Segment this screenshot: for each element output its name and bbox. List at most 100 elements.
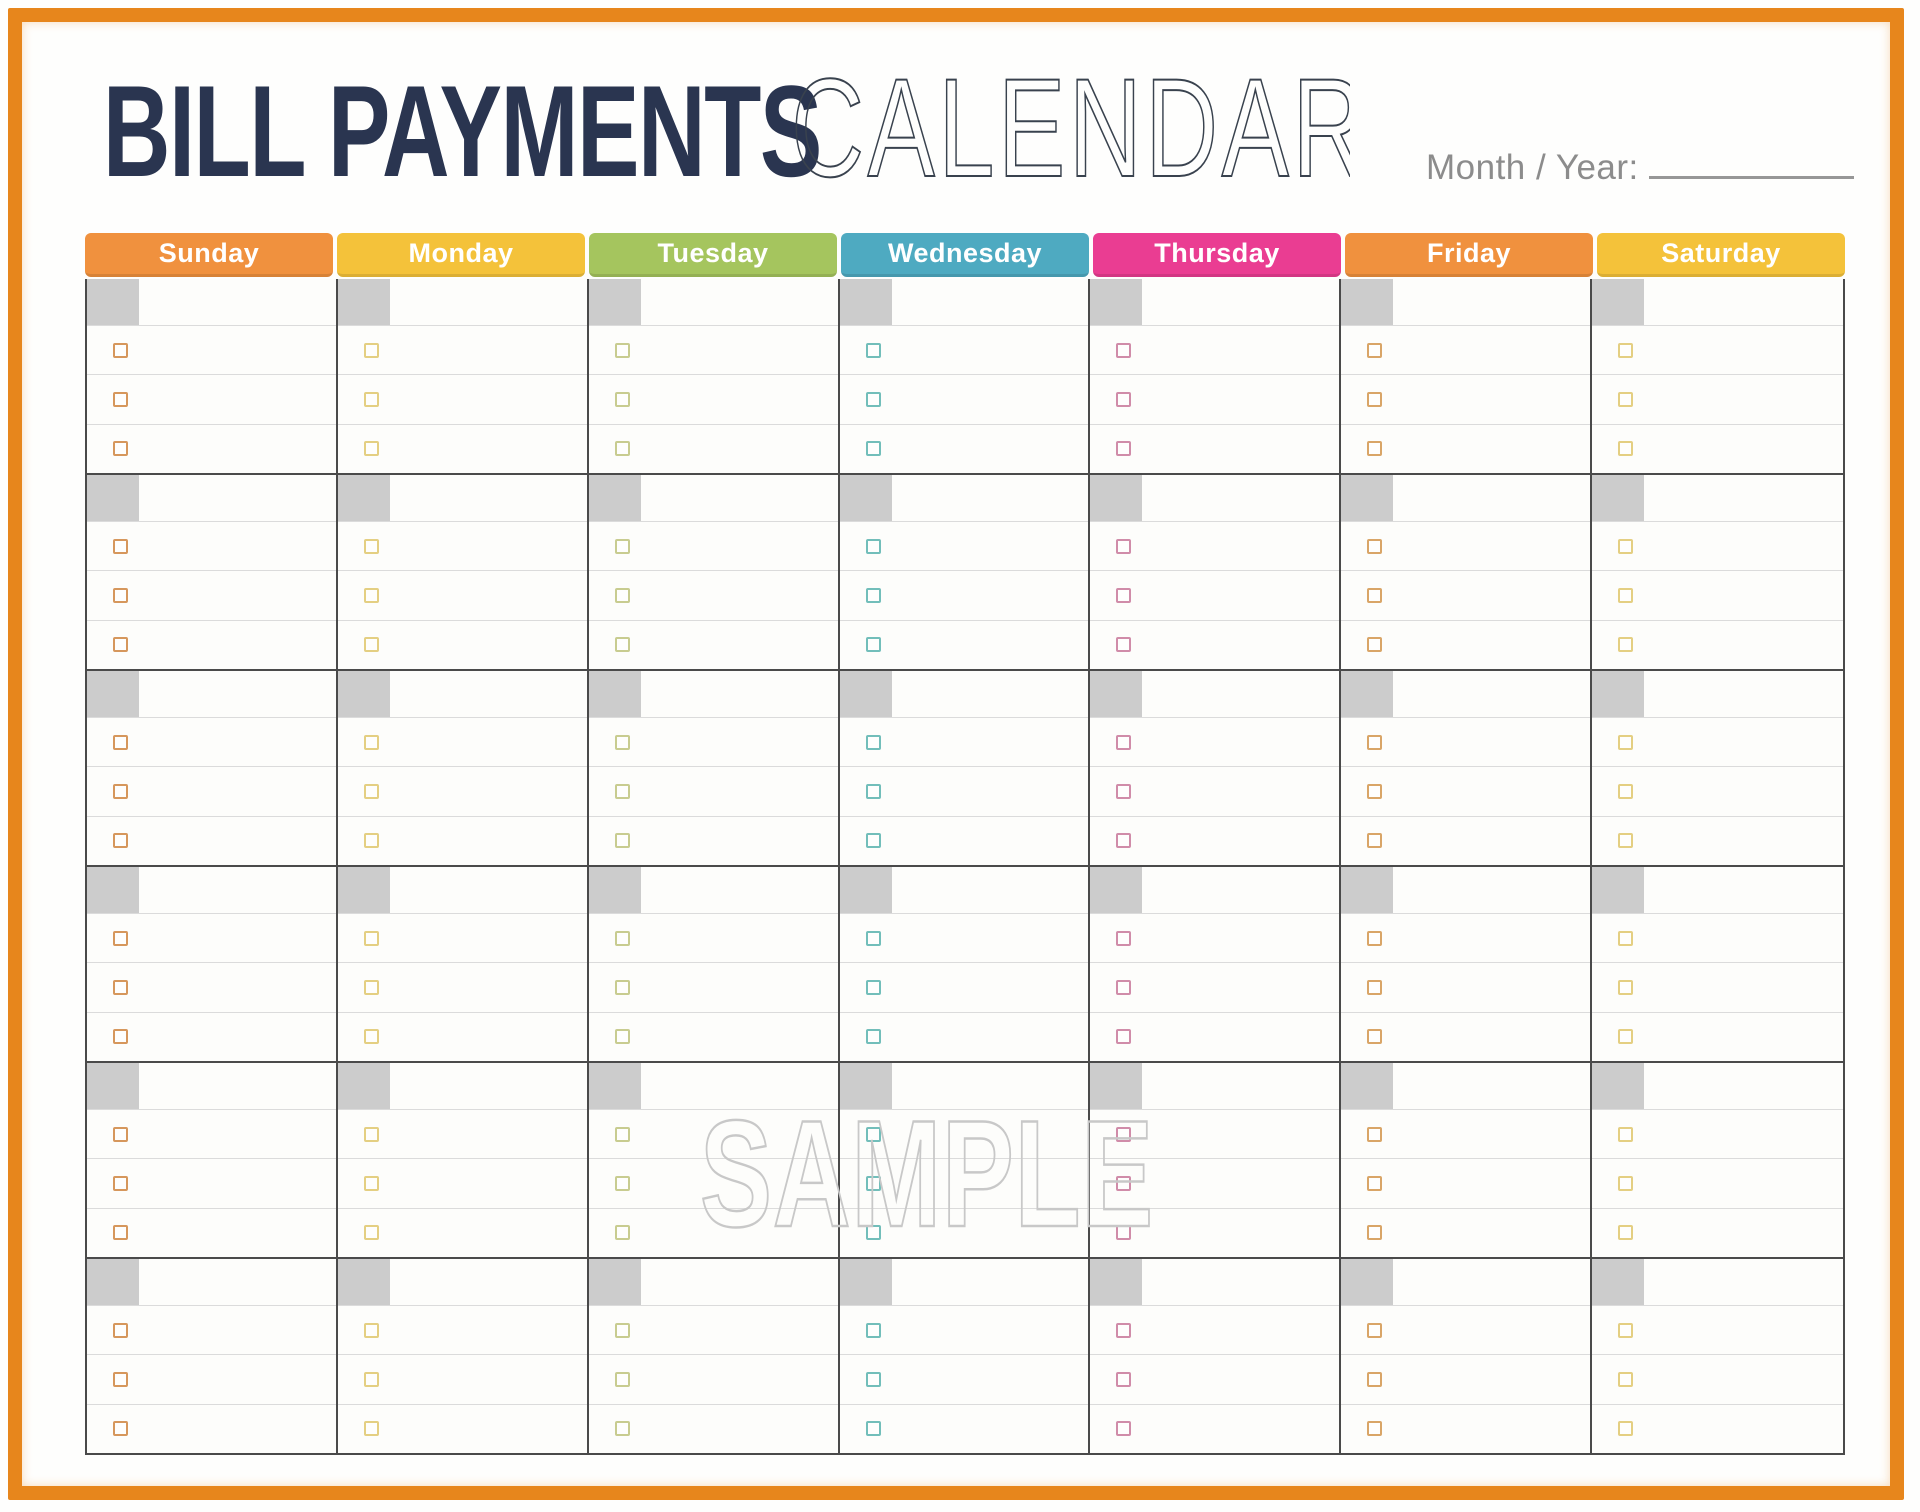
bill-checkbox[interactable] xyxy=(865,979,881,995)
bill-entry-row[interactable] xyxy=(839,963,1089,1013)
bill-entry-row[interactable] xyxy=(840,621,1089,669)
bill-entry-row[interactable] xyxy=(1592,1209,1843,1257)
bill-checkbox[interactable] xyxy=(1116,587,1132,603)
bill-checkbox[interactable] xyxy=(1618,1322,1634,1338)
bill-entry-row[interactable] xyxy=(1341,718,1591,768)
date-box[interactable] xyxy=(87,671,139,717)
bill-entry-row[interactable] xyxy=(337,1110,587,1160)
bill-checkbox[interactable] xyxy=(1367,1322,1383,1338)
bill-entry-row[interactable] xyxy=(337,522,587,572)
bill-checkbox[interactable] xyxy=(363,734,379,750)
bill-entry-row[interactable] xyxy=(1090,571,1340,621)
bill-entry-row[interactable] xyxy=(588,1355,838,1405)
bill-checkbox[interactable] xyxy=(1618,538,1634,554)
bill-checkbox[interactable] xyxy=(614,1371,630,1387)
bill-entry-row[interactable] xyxy=(588,914,838,964)
bill-entry-row[interactable] xyxy=(839,375,1089,425)
bill-entry-row[interactable] xyxy=(1090,375,1340,425)
bill-checkbox[interactable] xyxy=(865,441,881,457)
bill-checkbox[interactable] xyxy=(865,833,881,849)
bill-checkbox[interactable] xyxy=(1116,930,1132,946)
bill-checkbox[interactable] xyxy=(1116,1029,1132,1045)
bill-checkbox[interactable] xyxy=(614,1421,630,1437)
date-box[interactable] xyxy=(839,1063,892,1109)
date-box[interactable] xyxy=(337,279,390,325)
bill-entry-row[interactable] xyxy=(87,1209,336,1257)
bill-entry-row[interactable] xyxy=(1090,1306,1340,1356)
bill-entry-row[interactable] xyxy=(1341,1209,1590,1257)
bill-checkbox[interactable] xyxy=(614,734,630,750)
bill-entry-row[interactable] xyxy=(1341,1405,1590,1453)
bill-entry-row[interactable] xyxy=(839,1355,1089,1405)
bill-checkbox[interactable] xyxy=(113,1175,128,1191)
bill-entry-row[interactable] xyxy=(589,621,838,669)
date-box[interactable] xyxy=(839,1259,892,1305)
bill-entry-row[interactable] xyxy=(1090,718,1340,768)
bill-entry-row[interactable] xyxy=(87,1355,336,1405)
bill-entry-row[interactable] xyxy=(839,1110,1089,1160)
bill-entry-row[interactable] xyxy=(1090,326,1340,376)
bill-checkbox[interactable] xyxy=(1367,342,1383,358)
bill-checkbox[interactable] xyxy=(363,1029,379,1045)
bill-checkbox[interactable] xyxy=(614,342,630,358)
bill-checkbox[interactable] xyxy=(865,1322,881,1338)
bill-entry-row[interactable] xyxy=(1592,767,1843,817)
date-box[interactable] xyxy=(1090,671,1143,717)
bill-checkbox[interactable] xyxy=(363,538,379,554)
bill-entry-row[interactable] xyxy=(337,914,587,964)
bill-entry-row[interactable] xyxy=(840,1405,1089,1453)
date-box[interactable] xyxy=(87,475,139,521)
bill-checkbox[interactable] xyxy=(363,1126,379,1142)
bill-checkbox[interactable] xyxy=(1367,833,1383,849)
date-box[interactable] xyxy=(87,1259,139,1305)
bill-checkbox[interactable] xyxy=(1618,783,1634,799)
bill-checkbox[interactable] xyxy=(1618,979,1634,995)
bill-checkbox[interactable] xyxy=(363,979,379,995)
date-box[interactable] xyxy=(1592,475,1645,521)
bill-checkbox[interactable] xyxy=(865,538,881,554)
bill-checkbox[interactable] xyxy=(614,1126,630,1142)
date-box[interactable] xyxy=(1090,279,1143,325)
bill-checkbox[interactable] xyxy=(1367,1126,1383,1142)
bill-entry-row[interactable] xyxy=(589,425,838,473)
bill-entry-row[interactable] xyxy=(1592,1110,1843,1160)
bill-checkbox[interactable] xyxy=(614,1029,630,1045)
bill-entry-row[interactable] xyxy=(588,1159,838,1209)
bill-checkbox[interactable] xyxy=(363,930,379,946)
date-box[interactable] xyxy=(839,475,892,521)
bill-checkbox[interactable] xyxy=(363,587,379,603)
bill-entry-row[interactable] xyxy=(588,375,838,425)
date-box[interactable] xyxy=(87,867,139,913)
date-box[interactable] xyxy=(1592,279,1645,325)
bill-checkbox[interactable] xyxy=(1116,637,1132,653)
bill-checkbox[interactable] xyxy=(614,391,630,407)
bill-checkbox[interactable] xyxy=(363,833,379,849)
bill-checkbox[interactable] xyxy=(113,587,128,603)
bill-checkbox[interactable] xyxy=(1367,587,1383,603)
bill-checkbox[interactable] xyxy=(113,637,128,653)
bill-checkbox[interactable] xyxy=(1367,538,1383,554)
bill-checkbox[interactable] xyxy=(363,1175,379,1191)
date-box[interactable] xyxy=(337,1259,390,1305)
bill-checkbox[interactable] xyxy=(865,391,881,407)
bill-entry-row[interactable] xyxy=(1090,767,1340,817)
date-box[interactable] xyxy=(588,1259,641,1305)
bill-entry-row[interactable] xyxy=(588,1306,838,1356)
month-year-input-line[interactable] xyxy=(1648,150,1854,179)
bill-entry-row[interactable] xyxy=(338,817,587,865)
bill-entry-row[interactable] xyxy=(337,1306,587,1356)
bill-checkbox[interactable] xyxy=(614,1225,630,1241)
bill-entry-row[interactable] xyxy=(839,914,1089,964)
bill-entry-row[interactable] xyxy=(840,817,1089,865)
bill-entry-row[interactable] xyxy=(839,522,1089,572)
date-box[interactable] xyxy=(588,279,641,325)
date-box[interactable] xyxy=(337,671,390,717)
bill-entry-row[interactable] xyxy=(87,375,336,425)
bill-checkbox[interactable] xyxy=(113,342,128,358)
bill-entry-row[interactable] xyxy=(588,571,838,621)
bill-checkbox[interactable] xyxy=(1116,391,1132,407)
bill-checkbox[interactable] xyxy=(614,1175,630,1191)
bill-checkbox[interactable] xyxy=(1116,1175,1132,1191)
date-box[interactable] xyxy=(1592,1063,1645,1109)
bill-entry-row[interactable] xyxy=(1090,963,1340,1013)
